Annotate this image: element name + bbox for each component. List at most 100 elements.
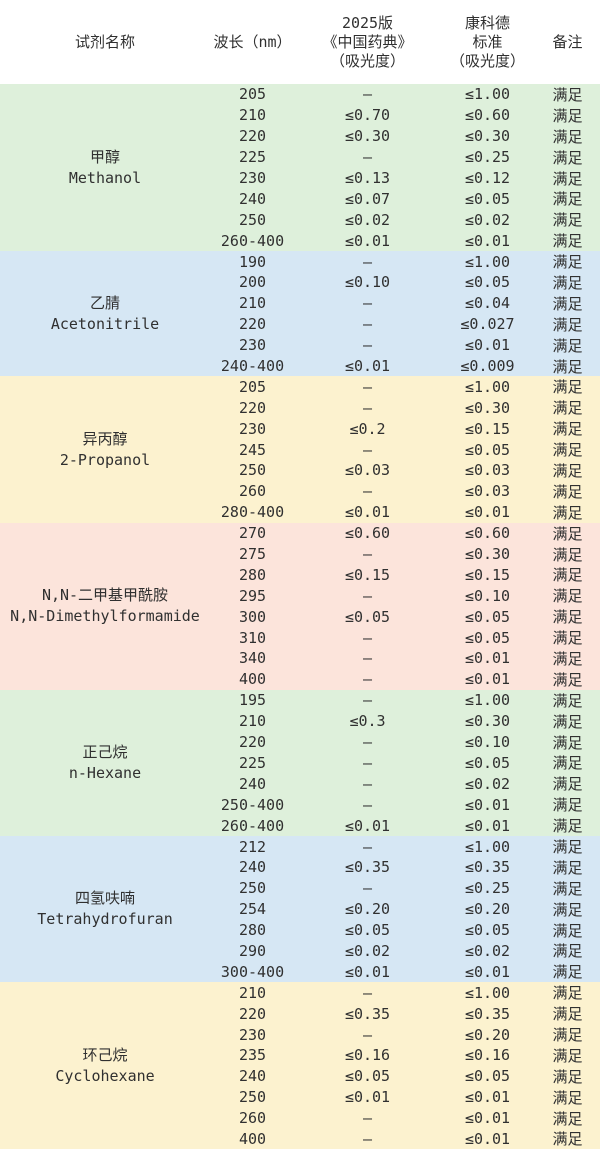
reagent-name-en: Acetonitrile <box>50 314 160 333</box>
wavelength-cell: 225 <box>238 148 267 167</box>
remark-cell: 满足 <box>552 921 583 940</box>
table-row: 240-400 ≤0.01 ≤0.009 满足 <box>210 356 600 377</box>
concord-standard-cell: ≤0.12 <box>464 169 511 187</box>
reagent-name-zh: 甲醇 <box>89 147 120 166</box>
table-row: 250 ≤0.02 ≤0.02 满足 <box>210 209 600 230</box>
wavelength-cell: 220 <box>238 127 267 146</box>
wavelength-cell: 210 <box>238 106 267 125</box>
remark-cell: 满足 <box>552 754 583 773</box>
table-row: 220 – ≤0.10 满足 <box>210 732 600 753</box>
wavelength-cell: 210 <box>238 294 267 313</box>
table-row: 205 – ≤1.00 满足 <box>210 376 600 397</box>
wavelength-cell: 240 <box>238 774 267 793</box>
wavelength-cell: 280-400 <box>220 503 285 522</box>
pharmacopoeia-cell: – <box>362 1129 373 1148</box>
pharmacopoeia-cell: ≤0.02 <box>344 210 391 229</box>
remark-cell: 满足 <box>552 190 583 209</box>
table-row: 230 – ≤0.01 满足 <box>210 335 600 356</box>
wavelength-cell: 295 <box>238 586 267 605</box>
pharmacopoeia-cell: – <box>362 879 373 898</box>
reagent-name-en: Methanol <box>68 168 142 187</box>
concord-standard-cell: ≤0.05 <box>464 921 511 940</box>
concord-standard-cell: ≤0.25 <box>464 879 511 898</box>
remark-cell: 满足 <box>552 942 583 961</box>
pharmacopoeia-cell: ≤0.05 <box>344 921 391 940</box>
concord-standard-cell: ≤0.60 <box>464 106 511 125</box>
group-rows: 270 ≤0.60 ≤0.60 满足 275 – ≤0.30 满足 280 ≤0.15 ≤0.15 满… <box>210 523 600 690</box>
pharmacopoeia-cell: – <box>362 983 373 1002</box>
remark-cell: 满足 <box>552 775 583 794</box>
pharmacopoeia-cell: – <box>362 1109 373 1128</box>
concord-standard-cell: ≤0.05 <box>464 1067 511 1086</box>
concord-standard-cell: ≤0.05 <box>464 440 511 459</box>
remark-cell: 满足 <box>552 858 583 877</box>
remark-cell: 满足 <box>552 169 583 188</box>
pharmacopoeia-cell: – <box>362 670 373 689</box>
remark-cell: 满足 <box>552 106 583 125</box>
pharmacopoeia-cell: – <box>362 586 373 605</box>
table-row: 254 ≤0.20 ≤0.20 满足 <box>210 899 600 920</box>
table-row: 220 ≤0.30 ≤0.30 满足 <box>210 126 600 147</box>
concord-standard-cell: ≤0.20 <box>464 1025 511 1044</box>
remark-cell: 满足 <box>552 879 583 898</box>
reagent-group: 正己烷 n-Hexane 195 – ≤1.00 满足 210 ≤0.3 ≤0.30 满足 220 –… <box>0 689 600 837</box>
concord-standard-cell: ≤0.01 <box>464 1109 511 1128</box>
remark-cell: 满足 <box>552 1067 583 1086</box>
wavelength-cell: 230 <box>238 419 267 438</box>
wavelength-cell: 400 <box>238 670 267 689</box>
pharmacopoeia-cell: ≤0.20 <box>344 900 391 919</box>
table-row: 400 – ≤0.01 满足 <box>210 669 600 690</box>
reagent-group: 甲醇 Methanol 205 – ≤1.00 满足 210 ≤0.70 ≤0.60 满足 220 ≤… <box>0 84 600 252</box>
wavelength-cell: 300 <box>238 607 267 626</box>
remark-cell: 满足 <box>552 712 583 731</box>
reagent-group: 异丙醇 2-Propanol 205 – ≤1.00 满足 220 – ≤0.30 满足 230 ≤0… <box>0 376 600 523</box>
group-rows: 210– ≤1.00 满足 220 ≤0.35 ≤0.35 满足 230– ≤0.20 满足 235… <box>210 982 600 1149</box>
wavelength-cell: 230 <box>238 336 267 355</box>
header-remark: 备注 <box>552 32 583 51</box>
reagent-name-zh: 正己烷 <box>82 742 128 761</box>
remark-cell: 满足 <box>552 461 583 480</box>
table-row: 340 – ≤0.01 满足 <box>210 648 600 669</box>
wavelength-cell: 270 <box>238 524 267 543</box>
remark-cell: 满足 <box>552 629 583 648</box>
remark-cell: 满足 <box>552 336 583 355</box>
header-concord-standard: 康科德 标准 （吸光度） <box>449 13 525 70</box>
concord-standard-cell: ≤1.00 <box>464 691 511 710</box>
table-row: 205 – ≤1.00 满足 <box>210 84 600 105</box>
remark-cell: 满足 <box>552 691 583 710</box>
wavelength-cell: 260-400 <box>220 816 285 835</box>
remark-cell: 满足 <box>552 232 583 251</box>
remark-cell: 满足 <box>552 650 583 668</box>
remark-cell: 满足 <box>552 253 583 272</box>
remark-cell: 满足 <box>552 378 583 397</box>
table-row: 250 – ≤0.25 满足 <box>210 878 600 899</box>
concord-standard-cell: ≤0.01 <box>464 1088 511 1107</box>
concord-standard-cell: ≤0.30 <box>464 127 511 146</box>
wavelength-cell: 260 <box>238 1109 267 1128</box>
wavelength-cell: 310 <box>238 628 267 647</box>
wavelength-cell: 220 <box>238 733 267 752</box>
wavelength-cell: 225 <box>238 753 267 772</box>
wavelength-cell: 240 <box>238 1067 267 1086</box>
table-row: 300 ≤0.05 ≤0.05 满足 <box>210 606 600 627</box>
pharmacopoeia-cell: – <box>362 482 373 501</box>
pharmacopoeia-cell: – <box>362 336 373 355</box>
table-row: 280-400 ≤0.01 ≤0.01 满足 <box>210 502 600 523</box>
concord-standard-cell: ≤0.01 <box>464 503 511 522</box>
reagent-name-zh: 四氢呋喃 <box>74 889 135 908</box>
concord-standard-cell: ≤0.35 <box>464 858 511 877</box>
wavelength-cell: 250 <box>238 461 267 480</box>
table-row: 195 – ≤1.00 满足 <box>210 690 600 711</box>
concord-standard-cell: ≤0.01 <box>464 336 511 355</box>
concord-standard-cell: ≤0.05 <box>464 607 511 626</box>
remark-cell: 满足 <box>552 1026 583 1045</box>
remark-cell: 满足 <box>552 148 583 167</box>
table-row: 260-400 ≤0.01 ≤0.01 满足 <box>210 815 600 836</box>
reagent-name-en: N,N-Dimethylformamide <box>10 607 200 626</box>
remark-cell: 满足 <box>552 273 583 292</box>
wavelength-cell: 210 <box>238 983 267 1002</box>
pharmacopoeia-cell: – <box>362 628 373 647</box>
wavelength-cell: 190 <box>238 252 267 271</box>
remark-cell: 满足 <box>552 670 583 689</box>
reagent-name-en: 2-Propanol <box>59 450 151 469</box>
